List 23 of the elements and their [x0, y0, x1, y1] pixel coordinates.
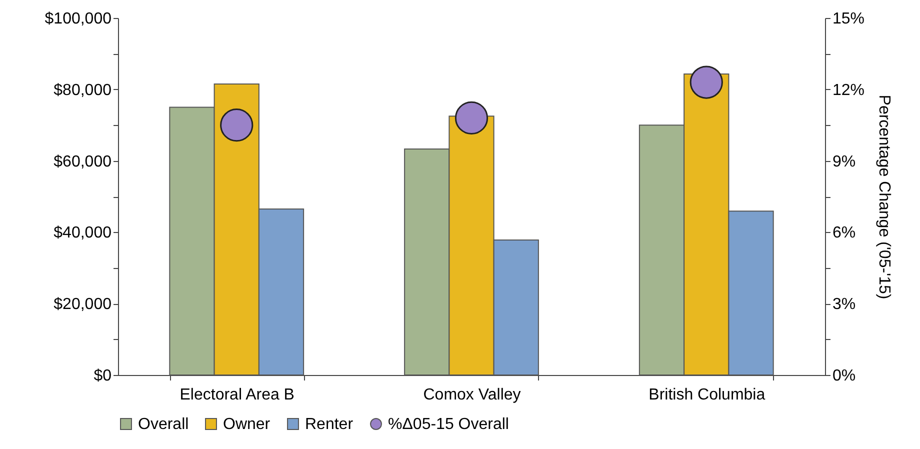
point: [454, 101, 488, 134]
y-tick-label: $0: [94, 368, 112, 384]
y2-tick-label: 0%: [832, 368, 856, 384]
y-tick-label: $20,000: [54, 296, 112, 314]
x-tick-label: Comox Valley: [423, 386, 521, 404]
y2-tick-label: 6%: [832, 224, 856, 242]
x-tick-label: British Columbia: [648, 386, 766, 404]
x-tick-label: Electoral Area B: [180, 386, 294, 404]
y-tick-label: $100,000: [44, 10, 112, 28]
y2-tick-label: 15%: [832, 10, 865, 28]
legend-label: Overall: [138, 416, 189, 433]
y2-axis-title: Percentage Change ('05-'15): [876, 94, 893, 300]
legend-label: %Δ05-15 Overall: [388, 416, 509, 433]
y2-tick-label: 3%: [832, 296, 856, 314]
point: [220, 108, 254, 142]
y-tick-label: $80,000: [54, 82, 112, 99]
y-tick-label: $60,000: [54, 153, 112, 170]
legend-label: Owner: [223, 416, 271, 433]
y2-tick-label: 9%: [832, 153, 856, 170]
y2-tick-label: 12%: [832, 82, 865, 99]
legend-label: Renter: [305, 416, 354, 433]
point: [690, 66, 723, 99]
y-tick-label: $40,000: [54, 224, 112, 242]
